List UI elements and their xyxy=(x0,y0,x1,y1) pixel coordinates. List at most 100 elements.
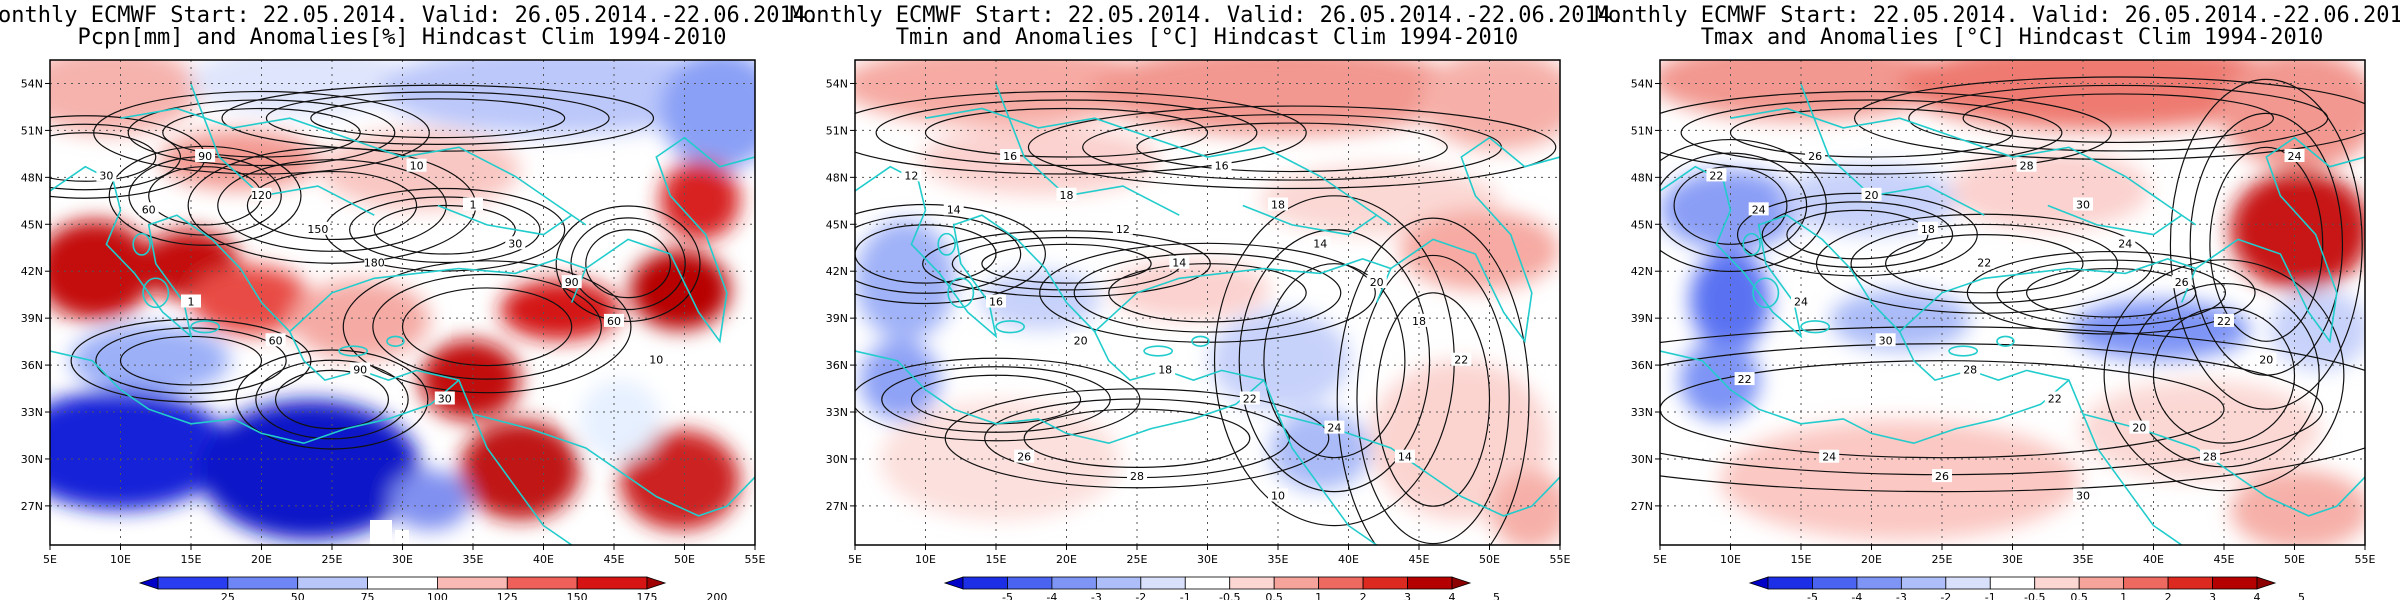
contour-label: 20 xyxy=(1370,276,1384,289)
island-outline xyxy=(1752,277,1780,309)
contour-label: 24 xyxy=(1327,422,1341,435)
island-outline xyxy=(995,320,1026,334)
island-outline xyxy=(1948,345,1979,357)
contour-line xyxy=(1073,252,1342,333)
contour-label: 20 xyxy=(1074,334,1088,347)
contour-label-bg xyxy=(561,275,582,289)
colorbar-label: -4 xyxy=(1046,591,1057,600)
colorbar-swatch xyxy=(1856,576,1902,590)
contour-label: 12 xyxy=(904,169,918,182)
contour-line xyxy=(1729,107,2014,158)
colorbar-low-end xyxy=(138,576,159,590)
panel-tmax-title-line2: Tmax and Anomalies [°C] Hindcast Clim 19… xyxy=(1701,25,2324,50)
lon-label: 5E xyxy=(848,553,862,566)
contour-label-bg xyxy=(1974,255,1995,269)
colorbar-label: 200 xyxy=(706,591,727,600)
contour-line xyxy=(1376,292,1491,507)
colorbar-label: 3 xyxy=(2209,591,2216,600)
contour-label: 14 xyxy=(1313,237,1327,250)
colorbar-label: 1 xyxy=(2120,591,2127,600)
lon-label: 35E xyxy=(2073,553,2094,566)
colorbar-swatch xyxy=(2034,576,2080,590)
coastline xyxy=(1898,331,2183,545)
contour-line xyxy=(275,369,390,430)
contour-label-bg xyxy=(2016,158,2037,172)
contour-label: 180 xyxy=(364,257,385,270)
colorbar-label: -5 xyxy=(1807,591,1818,600)
contour-line xyxy=(1136,122,1448,173)
contour-label: 30 xyxy=(508,237,522,250)
panel-pcpn-overlay: 30 60 90 120 150 180 10 1 30 90 60 10 1 60 90 30 xyxy=(50,60,755,545)
contour-line xyxy=(1660,138,1827,273)
lon-label: 25E xyxy=(322,553,343,566)
contour-label: 28 xyxy=(2020,160,2034,173)
colorbar-swatch xyxy=(1095,576,1142,590)
contour-line xyxy=(555,205,701,323)
colorbar-high-end xyxy=(646,576,667,590)
colorbar-swatch xyxy=(1140,576,1186,590)
lon-label: 10E xyxy=(110,553,131,566)
contour-line xyxy=(1336,217,1530,545)
colorbar-label: -4 xyxy=(1851,591,1862,600)
contour-label-bg xyxy=(1366,275,1387,289)
contour-label: 14 xyxy=(1398,451,1412,464)
lat-label: 51N xyxy=(1631,124,1653,137)
panel-pcpn-title-line1: Monthly ECMWF Start: 22.05.2014. Valid: … xyxy=(0,3,819,28)
contour-label: 28 xyxy=(1130,470,1144,483)
contour-label: 16 xyxy=(1215,160,1229,173)
lon-label: 15E xyxy=(986,553,1007,566)
contour-label-bg xyxy=(1748,202,1769,216)
island-outline xyxy=(1143,345,1174,357)
colorbar-label: 5 xyxy=(2298,591,2305,600)
lon-label: 35E xyxy=(463,553,484,566)
contour-line xyxy=(162,107,361,158)
lat-label: 27N xyxy=(1631,500,1653,513)
panel-tmax-title-line1: Monthly ECMWF Start: 22.05.2014. Valid: … xyxy=(1595,3,2400,28)
contour-label: 16 xyxy=(989,296,1003,309)
lat-label: 45N xyxy=(1631,218,1653,231)
colorbar-label: -1 xyxy=(1180,591,1191,600)
lon-label: 50E xyxy=(674,553,695,566)
contour-line xyxy=(1885,234,2084,294)
contour-label: 24 xyxy=(1752,203,1766,216)
colorbar-label: 4 xyxy=(1449,591,1456,600)
lat-label: 42N xyxy=(1631,265,1653,278)
contour-label: 10 xyxy=(410,160,424,173)
colorbar-label: 150 xyxy=(567,591,588,600)
colorbar-swatch xyxy=(1362,576,1408,590)
contour-line xyxy=(1108,263,1307,323)
contour-label-bg xyxy=(1394,449,1415,463)
contour-label: 120 xyxy=(251,189,272,202)
lon-label: 55E xyxy=(745,553,766,566)
lon-label: 50E xyxy=(2284,553,2305,566)
contour-label-bg xyxy=(1805,149,1826,162)
contour-label-bg xyxy=(2073,488,2093,502)
coastline xyxy=(2047,204,2183,236)
contour-line xyxy=(255,359,409,440)
contour-label: 18 xyxy=(1412,315,1426,328)
contour-label: 90 xyxy=(353,363,367,376)
contour-label-bg xyxy=(434,391,455,405)
contour-label: 60 xyxy=(142,203,156,216)
island-outline xyxy=(1996,335,2015,347)
contour-label-bg xyxy=(986,294,1006,308)
lon-label: 25E xyxy=(1127,553,1148,566)
contour-label: 1 xyxy=(188,296,195,309)
contour-label: 22 xyxy=(1977,257,1991,270)
contour-label: 30 xyxy=(1879,334,1893,347)
lat-label: 42N xyxy=(21,265,43,278)
lat-label: 45N xyxy=(826,218,848,231)
coastline xyxy=(288,331,573,545)
contour-label: 10 xyxy=(649,354,663,367)
lon-label: 25E xyxy=(1932,553,1953,566)
contour-label-bg xyxy=(2171,275,2192,289)
contour-label-bg xyxy=(1734,372,1755,386)
contour-line xyxy=(1908,84,2329,152)
contour-line xyxy=(981,243,1152,284)
contour-label-bg xyxy=(505,236,526,250)
colorbar-swatch xyxy=(962,576,1008,590)
colorbar-label: 3 xyxy=(1404,591,1411,600)
lon-label: 50E xyxy=(1479,553,1500,566)
colorbar-label: 0.5 xyxy=(2070,591,2088,600)
contour-line xyxy=(349,196,541,264)
